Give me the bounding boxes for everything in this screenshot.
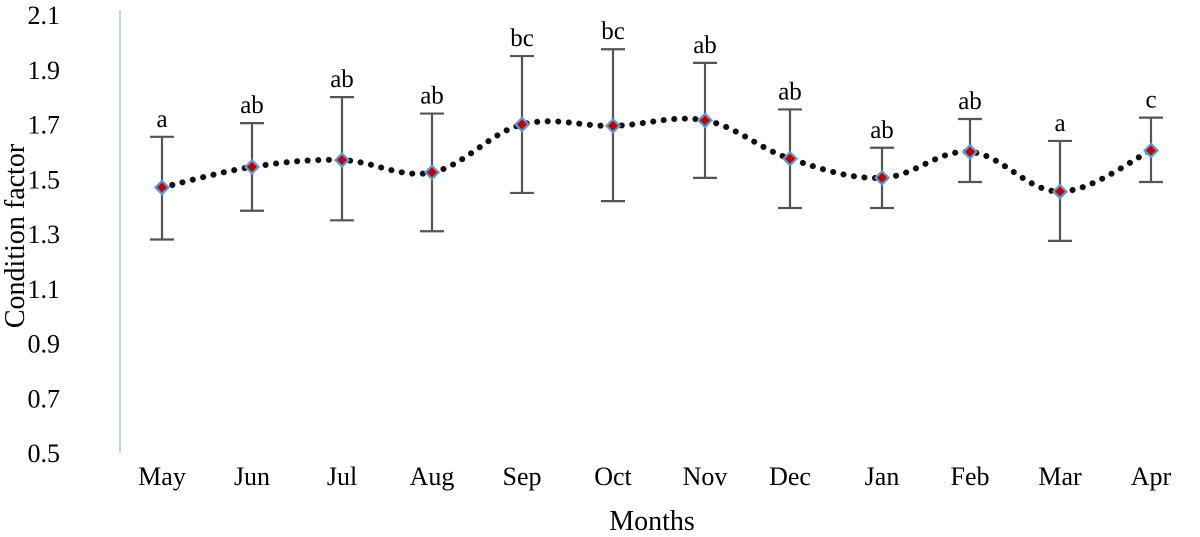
x-tick-label: May (138, 462, 186, 491)
x-tick-label: Dec (769, 462, 811, 491)
data-point (243, 158, 261, 175)
x-tick-label: Mar (1038, 462, 1082, 491)
significance-label: ab (958, 88, 982, 115)
x-tick-label: Apr (1131, 462, 1172, 491)
data-point (961, 143, 979, 160)
significance-label: c (1145, 87, 1156, 114)
significance-label: ab (330, 66, 354, 93)
significance-label: bc (510, 25, 534, 52)
data-point (873, 169, 891, 186)
x-tick-label: Jun (234, 462, 270, 491)
error-bars (150, 48, 1163, 242)
data-point (781, 150, 799, 167)
significance-label: a (1054, 110, 1065, 137)
data-point (153, 179, 171, 196)
y-tick-label: 1.1 (28, 275, 61, 304)
y-tick-label: 2.1 (28, 1, 61, 30)
x-tick-label: Nov (683, 462, 728, 491)
x-axis-ticks: May Jun Jul Aug Sep Oct Nov Dec Jan Feb Mar Apr (138, 462, 1171, 491)
significance-label: a (156, 106, 167, 133)
x-tick-label: Aug (410, 462, 455, 491)
significance-label: bc (601, 18, 625, 45)
y-tick-label: 0.9 (28, 330, 61, 359)
data-point (604, 117, 622, 134)
x-axis-title: Months (609, 506, 695, 537)
data-point (696, 112, 714, 129)
data-point (1051, 183, 1069, 200)
significance-label: ab (778, 78, 802, 105)
y-tick-label: 1.7 (28, 111, 61, 140)
y-tick-label: 1.9 (28, 56, 61, 85)
data-point (423, 164, 441, 181)
y-tick-label: 1.5 (28, 165, 61, 194)
data-markers (153, 112, 1160, 200)
x-tick-label: Feb (951, 462, 990, 491)
significance-label: ab (420, 83, 444, 110)
significance-label: ab (870, 117, 894, 144)
data-point (1142, 142, 1160, 159)
x-tick-label: Sep (503, 462, 542, 491)
significance-labels: a ab ab ab bc bc ab ab ab ab a c (156, 18, 1156, 144)
data-point (333, 152, 351, 169)
series-line (159, 115, 1154, 195)
y-axis-title: Condition factor (0, 143, 31, 328)
significance-label: ab (240, 92, 264, 119)
data-point (513, 116, 531, 133)
y-axis-ticks: 0.5 0.7 0.9 1.1 1.3 1.5 1.7 1.9 2.1 (28, 1, 61, 468)
y-tick-label: 0.5 (28, 439, 61, 468)
x-tick-label: Jan (865, 462, 900, 491)
y-tick-label: 0.7 (28, 384, 61, 413)
y-tick-label: 1.3 (28, 220, 61, 249)
significance-label: ab (693, 32, 717, 59)
x-tick-label: Jul (327, 462, 357, 491)
x-tick-label: Oct (594, 462, 632, 491)
